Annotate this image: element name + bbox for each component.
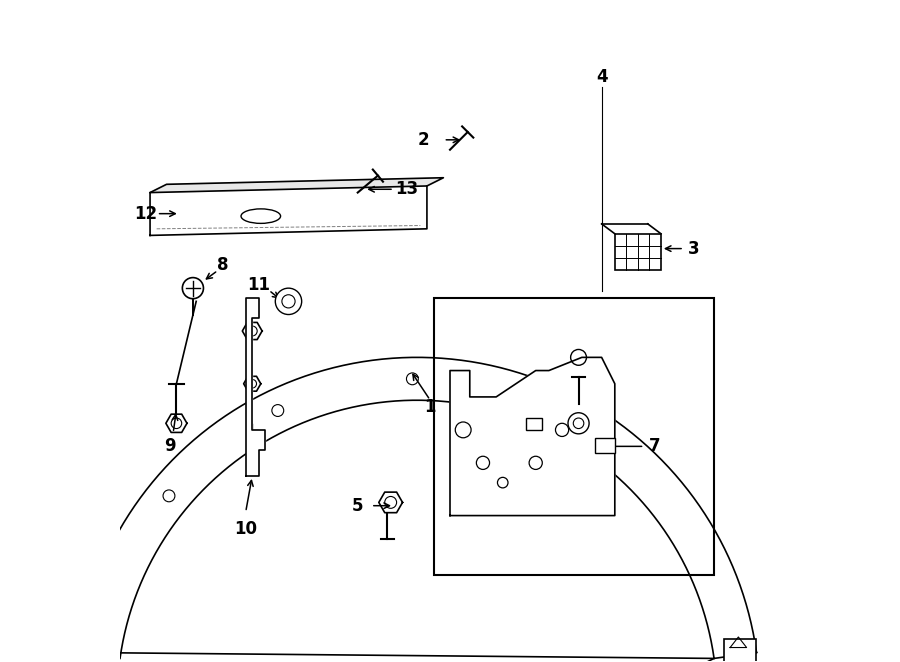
Text: 9: 9 xyxy=(164,438,176,455)
Polygon shape xyxy=(246,298,266,476)
Text: 3: 3 xyxy=(688,240,699,258)
Text: 5: 5 xyxy=(352,496,364,514)
Bar xyxy=(526,418,543,430)
Text: 1: 1 xyxy=(425,398,436,416)
Bar xyxy=(595,438,615,453)
Bar xyxy=(724,639,757,662)
Bar xyxy=(615,234,661,270)
Text: 2: 2 xyxy=(418,131,429,149)
Text: 12: 12 xyxy=(134,205,157,222)
Circle shape xyxy=(275,288,302,314)
Text: 10: 10 xyxy=(234,520,257,538)
Polygon shape xyxy=(450,357,615,516)
Text: 7: 7 xyxy=(649,438,661,455)
Bar xyxy=(69,623,109,662)
Text: 11: 11 xyxy=(248,276,270,294)
Polygon shape xyxy=(150,186,427,236)
Text: 4: 4 xyxy=(596,68,608,86)
Polygon shape xyxy=(77,357,757,659)
Text: 13: 13 xyxy=(396,180,418,198)
Text: 8: 8 xyxy=(217,256,229,274)
Bar xyxy=(434,298,714,575)
Polygon shape xyxy=(150,177,444,193)
Circle shape xyxy=(568,412,590,434)
Text: 6: 6 xyxy=(494,416,505,434)
